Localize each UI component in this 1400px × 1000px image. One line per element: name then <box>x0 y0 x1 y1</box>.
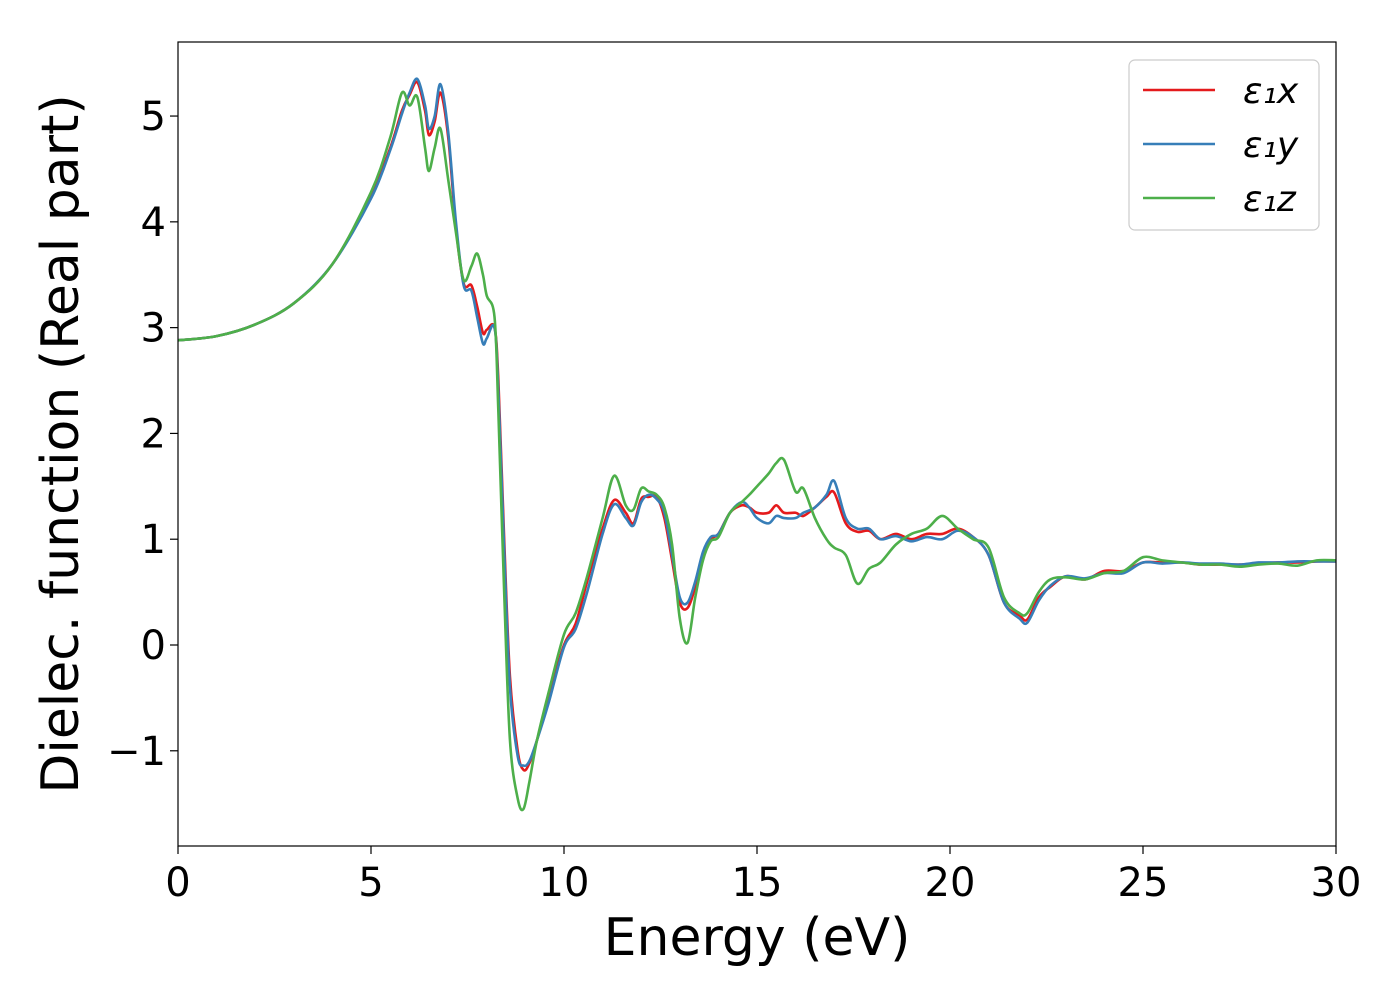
legend-label: ε₁y <box>1243 125 1299 166</box>
y-tick-label: 3 <box>141 306 166 352</box>
y-tick-label: 2 <box>141 411 166 457</box>
x-axis-ticks: 0 5 10 15 20 25 30 <box>165 846 1361 906</box>
x-tick-label: 30 <box>1311 860 1362 906</box>
y-axis-label: Dielec. function (Real part) <box>31 94 91 793</box>
x-tick-label: 25 <box>1118 860 1169 906</box>
series-line-3 <box>177 90 1337 812</box>
legend: ε₁x ε₁y ε₁z <box>1128 59 1320 231</box>
y-axis-ticks: −1 0 1 2 3 4 5 <box>107 94 178 775</box>
legend-label: ε₁z <box>1243 179 1297 220</box>
y-tick-label: 0 <box>141 623 166 669</box>
x-axis-label: Energy (eV) <box>604 908 911 968</box>
x-tick-label: 0 <box>165 860 190 906</box>
plot-lines <box>177 77 1337 812</box>
x-tick-label: 20 <box>925 860 976 906</box>
y-tick-label: 5 <box>141 94 166 140</box>
y-tick-label: 1 <box>141 517 166 563</box>
y-tick-label: 4 <box>141 200 166 246</box>
series-line-2 <box>177 77 1336 768</box>
x-tick-label: 5 <box>358 860 383 906</box>
legend-box <box>1128 59 1320 231</box>
legend-label: ε₁x <box>1243 71 1299 112</box>
y-tick-label: −1 <box>107 729 166 775</box>
x-tick-label: 15 <box>732 860 783 906</box>
x-tick-label: 10 <box>539 860 590 906</box>
